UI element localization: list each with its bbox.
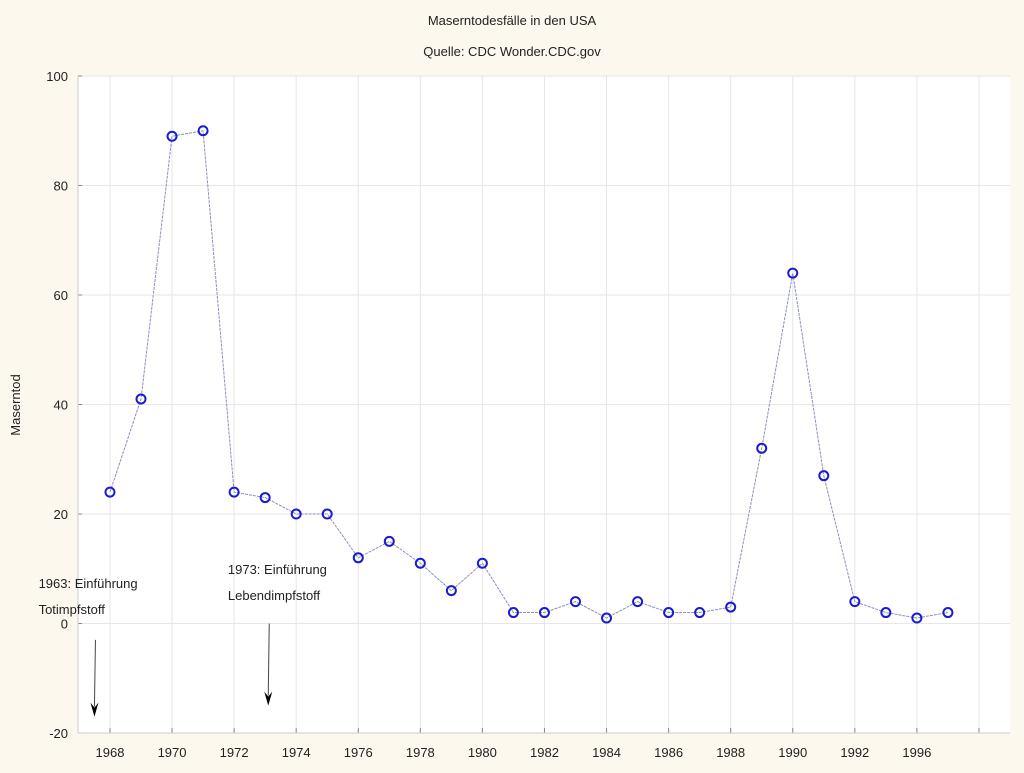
annotation-text: Lebendimpfstoff [228, 588, 321, 603]
annotation-arrow-shaft [93, 639, 96, 707]
data-point [849, 596, 861, 608]
y-axis-label: Maserntod [8, 374, 23, 435]
annotation-text: 1973: Einführung [228, 562, 327, 577]
data-point [818, 470, 830, 482]
data-point [476, 557, 488, 569]
x-tick-label: 1996 [902, 745, 931, 760]
x-tick-label: 1988 [716, 745, 745, 760]
chart-subtitle: Quelle: CDC Wonder.CDC.gov [423, 44, 601, 59]
data-point [135, 393, 147, 405]
x-tick-label: 1972 [220, 745, 249, 760]
x-tick-label: 1980 [468, 745, 497, 760]
annotation-arrow-head [90, 702, 99, 717]
data-point [352, 552, 364, 564]
x-tick-label: 1990 [778, 745, 807, 760]
x-tick-label: 1970 [158, 745, 187, 760]
data-point [228, 486, 240, 498]
x-tick-label: 1982 [530, 745, 559, 760]
data-point [787, 267, 799, 279]
x-tick-label: 1976 [344, 745, 373, 760]
data-point [725, 601, 737, 613]
annotation-arrow-head [264, 691, 273, 706]
data-point [383, 535, 395, 547]
x-tick-label: 1992 [840, 745, 869, 760]
y-tick-label: -20 [49, 726, 68, 741]
annotation-arrow-shaft [267, 623, 270, 696]
x-tick-label: 1986 [654, 745, 683, 760]
data-point [601, 612, 613, 624]
annotation-text: Totimpfstoff [39, 602, 106, 617]
x-tick-label: 1978 [406, 745, 435, 760]
y-tick-label: 40 [54, 398, 68, 413]
x-tick-label: 1968 [96, 745, 125, 760]
y-tick-label: 0 [61, 617, 68, 632]
y-tick-label: 100 [46, 69, 68, 84]
data-point [414, 557, 426, 569]
x-tick-label: 1974 [282, 745, 311, 760]
data-point [259, 492, 271, 504]
annotation-text: 1963: Einführung [39, 576, 138, 591]
data-point [756, 442, 768, 454]
y-tick-label: 60 [54, 288, 68, 303]
data-point [911, 612, 923, 624]
data-point [507, 607, 519, 619]
data-point [942, 607, 954, 619]
data-point [321, 508, 333, 520]
data-point [104, 486, 116, 498]
data-point [880, 607, 892, 619]
data-point [290, 508, 302, 520]
data-point [197, 125, 209, 137]
series-line [109, 130, 949, 619]
chart-title: Maserntodesfälle in den USA [428, 13, 597, 28]
data-point [663, 607, 675, 619]
y-tick-label: 20 [54, 507, 68, 522]
data-point [632, 596, 644, 608]
data-point [445, 585, 457, 597]
x-tick-label: 1984 [592, 745, 621, 760]
data-point [538, 607, 550, 619]
data-point [166, 130, 178, 142]
data-point [694, 607, 706, 619]
y-tick-label: 80 [54, 179, 68, 194]
data-point [570, 596, 582, 608]
